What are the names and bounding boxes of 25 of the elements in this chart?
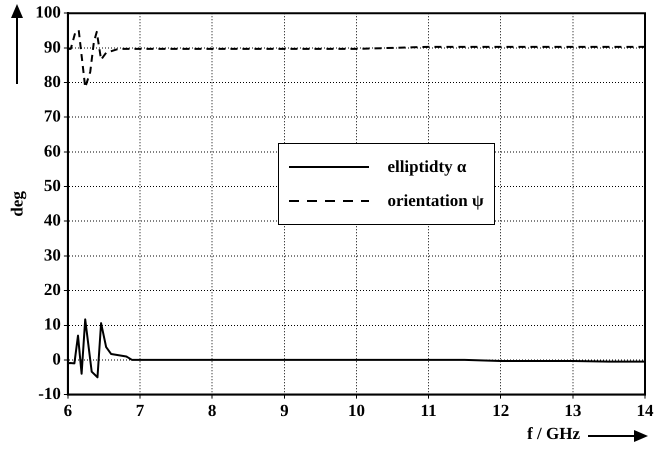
legend-label: orientation ψ [387,190,484,211]
y-tick-label: 60 [44,141,61,160]
x-tick-label: 11 [420,401,437,420]
x-tick-label: 6 [64,401,72,420]
y-tick-label: 10 [44,314,61,334]
y-tick-label: 70 [44,106,61,126]
x-tick-label: 7 [136,401,145,420]
y-tick-label: 100 [35,2,61,22]
y-tick-label: 40 [44,210,61,230]
x-tick-label: 10 [348,401,365,420]
y-tick-label: 50 [44,176,61,195]
x-tick-label: 13 [564,401,582,420]
y-tick-label: 20 [44,280,61,299]
x-tick-label: 12 [492,401,510,420]
y-axis-title: deg [8,190,27,217]
x-tick-label: 8 [208,401,216,420]
x-tick-label: 9 [280,401,289,420]
x-tick-label: 14 [636,401,654,420]
x-axis-title: f / GHz [526,424,580,444]
y-tick-label: 80 [44,72,61,91]
legend-label: elliptidty α [387,156,466,177]
y-tick-label: 90 [44,37,61,56]
y-tick-label: 0 [52,349,61,368]
y-tick-label: 30 [44,245,61,264]
y-tick-label: -10 [38,384,61,403]
